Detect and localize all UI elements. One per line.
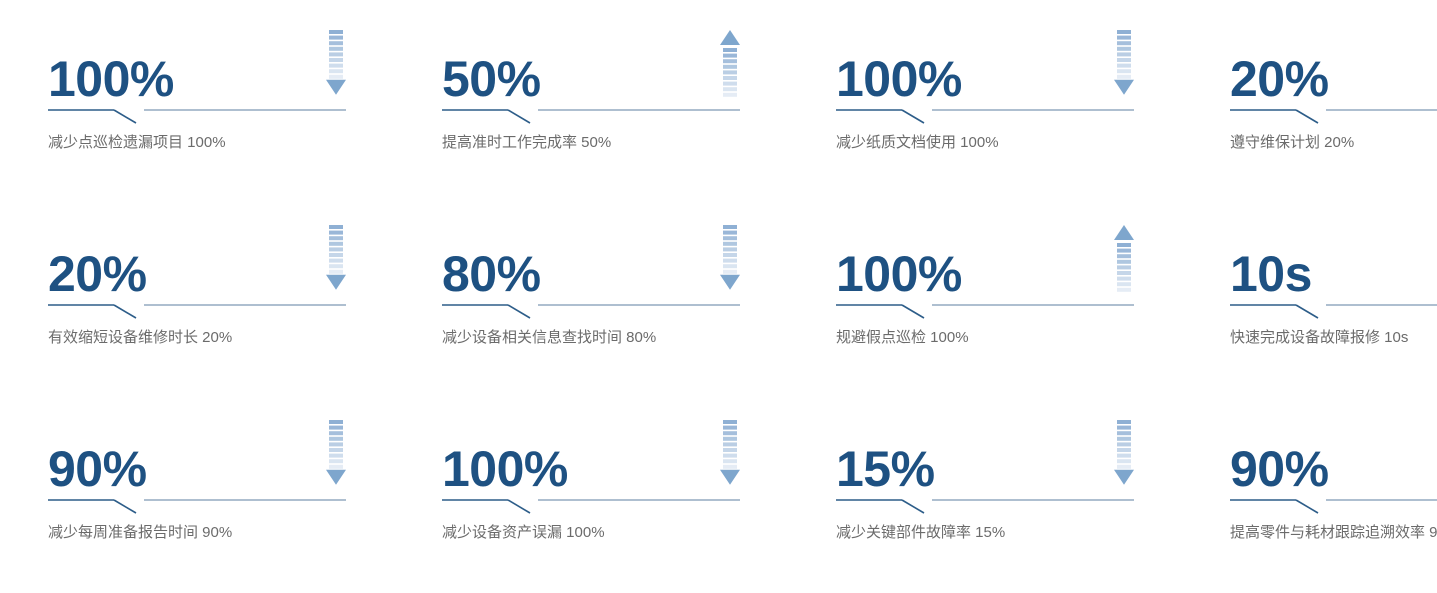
metric-value: 100%: [48, 51, 174, 107]
metric-value: 20%: [48, 246, 147, 302]
arrow-down-icon: [720, 225, 740, 297]
metric-divider: [836, 299, 1134, 321]
metric-header: 50%: [442, 30, 740, 107]
arrow-down-icon: [720, 420, 740, 492]
metric-divider: [48, 494, 346, 516]
metric-value: 50%: [442, 51, 541, 107]
metric-card-body: 100% 减少纸质文档使用 100%: [836, 30, 1134, 153]
metric-divider: [442, 104, 740, 126]
metric-value: 10s: [1230, 246, 1312, 302]
metric-header: 20%: [1230, 30, 1437, 107]
metric-header: 20%: [48, 225, 346, 302]
metric-value: 90%: [48, 441, 147, 497]
arrow-down-icon: [326, 30, 346, 102]
metric-caption: 减少纸质文档使用 100%: [836, 134, 999, 151]
metric-card-body: 10s 快速完成设备故障报修 10s: [1230, 225, 1437, 348]
metric-card: 80% 减少设备相关信息查找时间 80%: [394, 203, 788, 398]
metric-card-body: 15% 减少关键部件故障率 15%: [836, 420, 1134, 543]
metric-card: 20% 有效缩短设备维修时长 20%: [0, 203, 394, 398]
metric-header: 10s: [1230, 225, 1437, 302]
metric-card-body: 20% 遵守维保计划 20%: [1230, 30, 1437, 153]
metric-card: 90% 提高零件与耗材跟踪追溯效率 90%: [1182, 398, 1437, 593]
metric-divider: [442, 299, 740, 321]
metric-value: 80%: [442, 246, 541, 302]
metric-divider: [442, 494, 740, 516]
metric-card: 20% 遵守维保计划 20%: [1182, 8, 1437, 203]
arrow-down-icon: [1114, 30, 1134, 102]
metric-value: 90%: [1230, 441, 1329, 497]
metric-card: 100% 减少纸质文档使用 100%: [788, 8, 1182, 203]
metric-card-body: 100% 规避假点巡检 100%: [836, 225, 1134, 348]
metric-card: 10s 快速完成设备故障报修 10s: [1182, 203, 1437, 398]
metric-card-body: 90% 减少每周准备报告时间 90%: [48, 420, 346, 543]
metric-caption: 遵守维保计划 20%: [1230, 134, 1355, 151]
metric-header: 90%: [1230, 420, 1437, 497]
metric-header: 100%: [48, 30, 346, 107]
metric-header: 100%: [836, 30, 1134, 107]
metric-divider: [836, 494, 1134, 516]
metric-card: 50% 提高准时工作完成率 50%: [394, 8, 788, 203]
metric-card-body: 90% 提高零件与耗材跟踪追溯效率 90%: [1230, 420, 1437, 543]
metric-caption: 减少关键部件故障率 15%: [836, 524, 1006, 541]
metric-card: 100% 减少点巡检遗漏项目 100%: [0, 8, 394, 203]
metric-card: 100% 减少设备资产误漏 100%: [394, 398, 788, 593]
metric-divider: [48, 104, 346, 126]
metric-card-body: 100% 减少点巡检遗漏项目 100%: [48, 30, 346, 153]
metric-value: 15%: [836, 441, 935, 497]
metric-header: 80%: [442, 225, 740, 302]
metric-divider: [1230, 104, 1437, 126]
metric-caption: 提高准时工作完成率 50%: [442, 134, 612, 151]
metric-value: 100%: [836, 246, 962, 302]
metric-card: 100% 规避假点巡检 100%: [788, 203, 1182, 398]
metric-caption: 减少点巡检遗漏项目 100%: [48, 134, 226, 151]
arrow-up-icon: [720, 30, 740, 102]
metric-header: 100%: [836, 225, 1134, 302]
metric-value: 100%: [836, 51, 962, 107]
metric-card: 15% 减少关键部件故障率 15%: [788, 398, 1182, 593]
metric-card-body: 20% 有效缩短设备维修时长 20%: [48, 225, 346, 348]
metric-caption: 提高零件与耗材跟踪追溯效率 90%: [1230, 524, 1437, 541]
metric-divider: [48, 299, 346, 321]
metric-caption: 减少设备相关信息查找时间 80%: [442, 329, 657, 346]
metric-header: 15%: [836, 420, 1134, 497]
metric-card: 90% 减少每周准备报告时间 90%: [0, 398, 394, 593]
metric-card-body: 100% 减少设备资产误漏 100%: [442, 420, 740, 543]
metric-caption: 减少每周准备报告时间 90%: [48, 524, 233, 541]
metric-card-body: 50% 提高准时工作完成率 50%: [442, 30, 740, 153]
arrow-down-icon: [1114, 420, 1134, 492]
metric-caption: 减少设备资产误漏 100%: [442, 524, 605, 541]
metric-value: 20%: [1230, 51, 1329, 107]
arrow-up-icon: [1114, 225, 1134, 297]
metric-header: 100%: [442, 420, 740, 497]
metric-caption: 有效缩短设备维修时长 20%: [48, 329, 233, 346]
arrow-down-icon: [326, 420, 346, 492]
metric-card-body: 80% 减少设备相关信息查找时间 80%: [442, 225, 740, 348]
metric-caption: 规避假点巡检 100%: [836, 329, 969, 346]
metric-divider: [1230, 299, 1437, 321]
metric-header: 90%: [48, 420, 346, 497]
arrow-down-icon: [326, 225, 346, 297]
metric-divider: [1230, 494, 1437, 516]
metric-divider: [836, 104, 1134, 126]
metric-value: 100%: [442, 441, 568, 497]
metric-caption: 快速完成设备故障报修 10s: [1230, 329, 1409, 346]
